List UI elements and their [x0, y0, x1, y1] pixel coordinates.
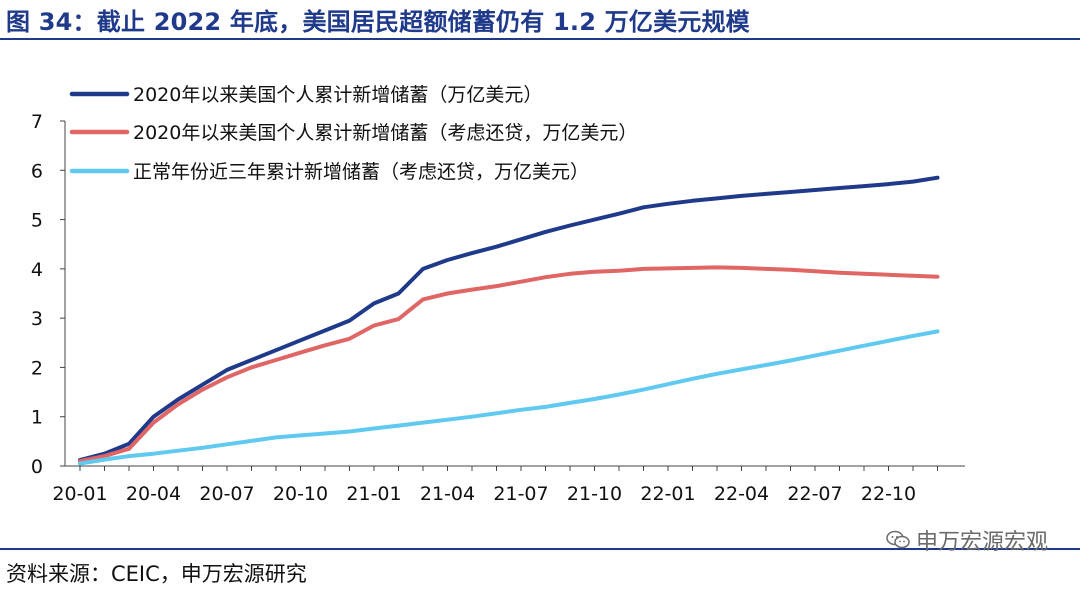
series-line-1 — [78, 175, 940, 463]
y-tick-label: 7 — [31, 111, 43, 133]
x-tick-label: 21-01 — [346, 483, 401, 505]
x-tick-label: 22-07 — [787, 483, 842, 505]
x-tick-label: 22-10 — [861, 483, 916, 505]
footer-divider — [0, 548, 1080, 550]
y-tick-label: 3 — [31, 308, 43, 330]
x-tick-label: 21-10 — [567, 483, 622, 505]
series-line-2 — [78, 265, 940, 464]
x-tick-label: 20-07 — [199, 483, 254, 505]
x-tick-label: 22-04 — [714, 483, 769, 505]
line-chart: 0 1 2 3 4 5 6 7 20-01 20-04 20-07 20-10 21-01 21-04 21… — [31, 84, 965, 505]
x-tick-label: 20-04 — [126, 483, 181, 505]
legend-label-3: 正常年份近三年累计新增储蓄（考虑还贷，万亿美元） — [133, 161, 589, 183]
axes: 0 1 2 3 4 5 6 7 20-01 20-04 20-07 20-10 21-01 21-04 21… — [31, 111, 965, 505]
legend-label-2: 2020年以来美国个人累计新增储蓄（考虑还贷，万亿美元） — [133, 122, 637, 144]
y-tick-label: 5 — [31, 210, 43, 232]
y-tick-label: 1 — [31, 407, 43, 429]
series-line-3 — [78, 329, 940, 466]
source-note: 资料来源：CEIC，申万宏源研究 — [6, 562, 307, 586]
y-tick-label: 2 — [31, 357, 43, 379]
chart-title: 图 34：截止 2022 年底，美国居民超额储蓄仍有 1.2 万亿美元规模 — [6, 8, 750, 36]
y-tick-label: 6 — [31, 160, 43, 182]
y-tick-label: 0 — [31, 456, 43, 478]
x-tick-label: 21-07 — [493, 483, 548, 505]
watermark-text: 申万宏源宏观 — [915, 530, 1048, 555]
title-divider — [0, 38, 1080, 40]
x-tick-label: 20-10 — [273, 483, 328, 505]
x-tick-label: 22-01 — [640, 483, 695, 505]
wechat-icon — [886, 530, 910, 549]
legend-label-1: 2020年以来美国个人累计新增储蓄（万亿美元） — [133, 84, 542, 106]
x-tick-label: 21-04 — [420, 483, 475, 505]
watermark: 申万宏源宏观 — [886, 524, 1048, 556]
series-lines — [78, 175, 940, 466]
x-tick-label: 20-01 — [52, 483, 107, 505]
legend: 2020年以来美国个人累计新增储蓄（万亿美元） 2020年以来美国个人累计新增储蓄… — [69, 84, 637, 183]
y-tick-label: 4 — [31, 259, 43, 281]
